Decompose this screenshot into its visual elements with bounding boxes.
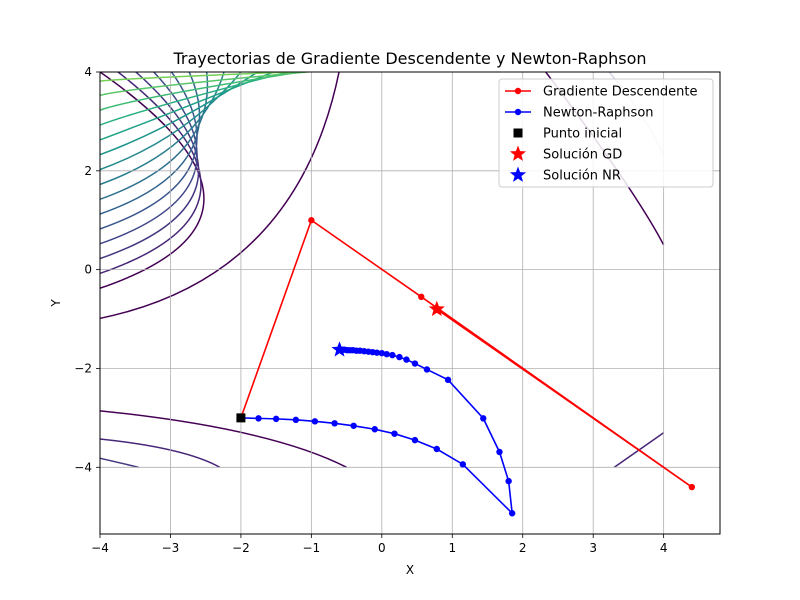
x-tick-label: 1 xyxy=(448,541,456,555)
series-4 xyxy=(331,341,348,357)
series-2 xyxy=(236,413,246,423)
contour-level-bottom-a xyxy=(100,410,347,468)
series-point xyxy=(308,217,315,224)
contour-level-3 xyxy=(100,72,198,245)
legend-square-marker xyxy=(513,128,523,138)
series-point xyxy=(411,360,419,367)
series-point xyxy=(459,461,467,468)
contour-level-5 xyxy=(100,72,201,215)
series-point xyxy=(272,415,280,423)
series-layer xyxy=(236,217,696,517)
series-point xyxy=(508,510,516,517)
contour-level-2 xyxy=(100,72,200,260)
series-3 xyxy=(428,300,445,317)
contour-level-6 xyxy=(100,72,209,200)
contour-level-12 xyxy=(100,72,306,112)
series-point xyxy=(418,293,425,301)
series-point xyxy=(411,436,419,444)
contour-level-outer xyxy=(100,72,340,320)
x-tick-label: 4 xyxy=(660,541,668,555)
series-point xyxy=(403,356,410,363)
series-point xyxy=(383,350,390,358)
x-tick-label: 0 xyxy=(378,541,386,555)
y-axis: −4 −2 0 2 4 xyxy=(74,65,100,474)
x-tick-label: 3 xyxy=(589,541,597,555)
legend-entry-label: Newton-Raphson xyxy=(543,106,654,121)
contour-level-13 xyxy=(100,72,316,97)
legend-entry-label: Solución NR xyxy=(543,169,621,184)
x-axis: −4 −3 −2 −1 0 1 2 3 4 xyxy=(91,534,667,555)
series-point xyxy=(255,415,262,422)
x-tick-label: −3 xyxy=(162,541,180,555)
series-point xyxy=(496,448,503,456)
y-tick-label: 2 xyxy=(84,164,92,178)
legend-star-marker xyxy=(509,145,527,161)
series-point xyxy=(371,426,378,433)
contour-level-4 xyxy=(100,72,198,230)
x-tick-label: 2 xyxy=(519,541,527,555)
legend: Gradiente Descendente Newton-Raphson Punto… xyxy=(498,78,714,188)
legend-box xyxy=(498,78,714,188)
legend-entry-label: Solución GD xyxy=(543,148,622,163)
y-tick-label: 0 xyxy=(84,263,92,277)
y-tick-label: −2 xyxy=(74,361,92,375)
series-point xyxy=(444,376,452,384)
legend-star-marker xyxy=(509,166,527,182)
x-tick-label: −1 xyxy=(303,541,321,555)
chart-title: Trayectorias de Gradiente Descendente y … xyxy=(172,49,646,68)
series-point xyxy=(391,430,398,437)
series-point xyxy=(389,351,396,359)
contour-level-bottom-b xyxy=(100,438,221,468)
legend-entry-label: Punto inicial xyxy=(543,127,622,142)
series-point xyxy=(688,483,696,491)
solution-star-marker xyxy=(331,341,348,357)
plot-frame xyxy=(99,71,721,535)
series-point xyxy=(350,422,357,429)
contour-level-1 xyxy=(100,72,202,275)
contour-level-bottom-c xyxy=(100,457,139,469)
legend-point xyxy=(514,108,522,116)
legend-entry-label: Gradiente Descendente xyxy=(543,85,697,100)
series-point xyxy=(331,420,338,427)
x-tick-label: −2 xyxy=(232,541,250,555)
series-point xyxy=(433,445,440,453)
x-tick-label: −4 xyxy=(91,541,109,555)
series-point xyxy=(311,418,319,425)
x-axis-label: X xyxy=(406,563,414,577)
contour-level-0 xyxy=(100,72,205,289)
series-point xyxy=(480,415,487,422)
series-point xyxy=(505,477,512,485)
series-point xyxy=(378,349,386,357)
y-tick-label: −4 xyxy=(74,460,92,474)
legend-point xyxy=(514,87,522,95)
series-point xyxy=(396,353,403,361)
contour-level-8 xyxy=(100,72,242,171)
start-point-marker xyxy=(236,413,246,423)
series-point xyxy=(292,416,300,424)
contour-level-9 xyxy=(100,72,259,156)
y-axis-label: Y xyxy=(49,299,63,308)
solution-star-marker xyxy=(428,300,445,317)
y-tick-label: 4 xyxy=(84,65,92,79)
series-point xyxy=(423,366,431,373)
contour-level-7 xyxy=(100,72,225,186)
